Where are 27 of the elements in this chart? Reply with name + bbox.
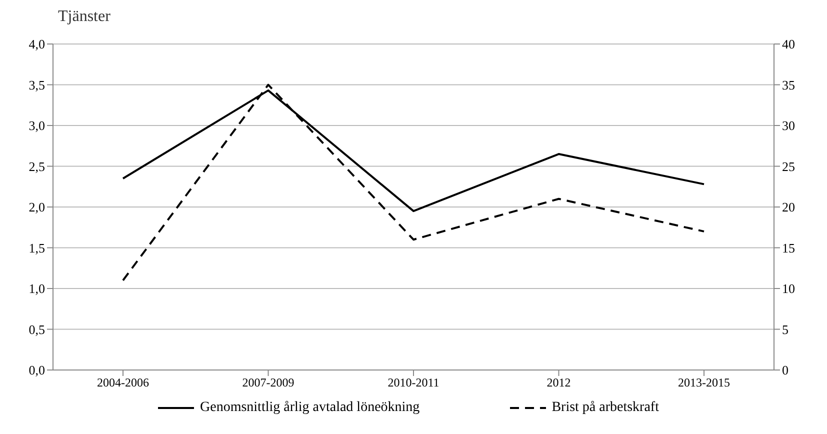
y-tick-label: 2,0 — [28, 200, 45, 215]
y-tick-label: 4,0 — [28, 36, 45, 52]
legend-label: Brist på arbetskraft — [552, 400, 659, 416]
y2-tick-label: 20 — [782, 200, 795, 215]
y2-tick-label: 30 — [782, 118, 795, 134]
y-tick-label: 1,0 — [28, 281, 45, 296]
x-tick-label: 2007-2009 — [242, 376, 294, 390]
y-tick-label: 2,5 — [28, 158, 45, 174]
y2-tick-label: 25 — [782, 158, 795, 174]
y-tick-label: 1,5 — [28, 240, 45, 256]
x-tick-label: 2004-2006 — [97, 376, 149, 390]
y-tick-label: 3,0 — [28, 118, 45, 134]
x-tick-label: 2013-2015 — [678, 376, 730, 390]
legend-label: Genomsnittlig årlig avtalad löneökning — [200, 400, 420, 416]
x-tick-label: 2012 — [546, 376, 571, 390]
y-tick-label: 0,0 — [28, 362, 45, 378]
y2-tick-label: 0 — [782, 362, 788, 378]
y2-tick-label: 10 — [782, 281, 795, 296]
y2-tick-label: 15 — [782, 240, 795, 256]
y-tick-label: 0,5 — [28, 322, 45, 337]
y2-tick-label: 40 — [782, 36, 795, 52]
y-tick-label: 3,5 — [28, 77, 45, 92]
x-tick-label: 2010-2011 — [388, 376, 440, 390]
chart-title: Tjänster — [58, 8, 112, 27]
y2-tick-label: 35 — [782, 77, 795, 92]
y2-tick-label: 5 — [782, 322, 788, 337]
line-series — [122, 84, 705, 282]
